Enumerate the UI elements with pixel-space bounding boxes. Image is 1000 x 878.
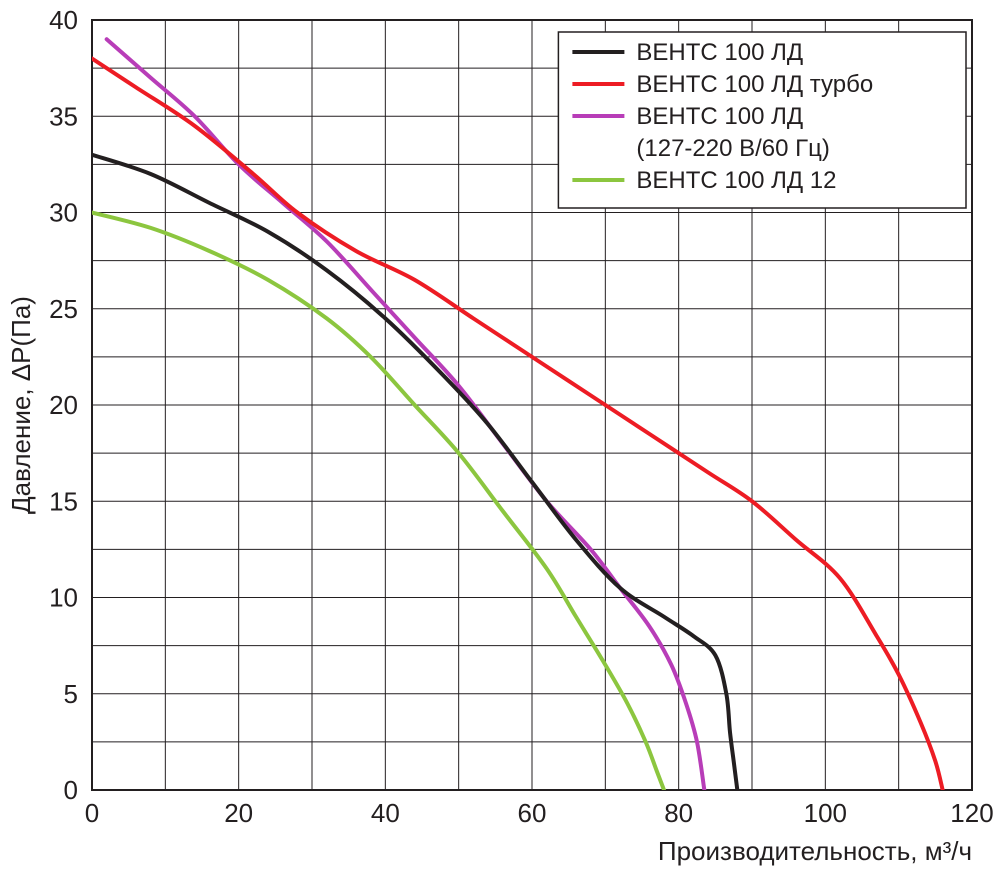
legend: ВЕНТС 100 ЛД ВЕНТС 100 ЛД турбо ВЕНТС 100 … (558, 32, 966, 208)
x-tick-label: 80 (664, 798, 693, 828)
chart-container: 0 20 40 60 80 100 120 0 5 10 15 20 25 30 35 40 Давление,… (0, 0, 1000, 878)
x-axis-label: Производительность, м³/ч (658, 836, 972, 866)
x-tick-label: 100 (804, 798, 847, 828)
y-tick-label: 10 (49, 583, 78, 613)
x-tick-label: 20 (224, 798, 253, 828)
legend-label-ld-127-220: ВЕНТС 100 ЛД (636, 103, 803, 130)
y-tick-label: 40 (49, 5, 78, 35)
x-tick-label: 40 (371, 798, 400, 828)
y-tick-label: 20 (49, 390, 78, 420)
legend-label-ld-127-220-line2: (127-220 В/60 Гц) (636, 135, 830, 162)
x-tick-label: 60 (518, 798, 547, 828)
y-tick-label: 30 (49, 198, 78, 228)
x-tick-label: 120 (950, 798, 993, 828)
legend-label-ld-turbo: ВЕНТС 100 ЛД турбо (636, 71, 873, 98)
y-tick-label: 35 (49, 101, 78, 131)
legend-label-ld: ВЕНТС 100 ЛД (636, 39, 803, 66)
y-tick-label: 25 (49, 294, 78, 324)
y-tick-label: 15 (49, 486, 78, 516)
performance-chart: 0 20 40 60 80 100 120 0 5 10 15 20 25 30 35 40 Давление,… (0, 0, 1000, 878)
y-tick-label: 0 (64, 775, 78, 805)
legend-label-ld-12: ВЕНТС 100 ЛД 12 (636, 167, 836, 194)
x-tick-label: 0 (85, 798, 99, 828)
y-tick-label: 5 (64, 679, 78, 709)
y-axis-label: Давление, ΔP(Па) (6, 296, 36, 514)
